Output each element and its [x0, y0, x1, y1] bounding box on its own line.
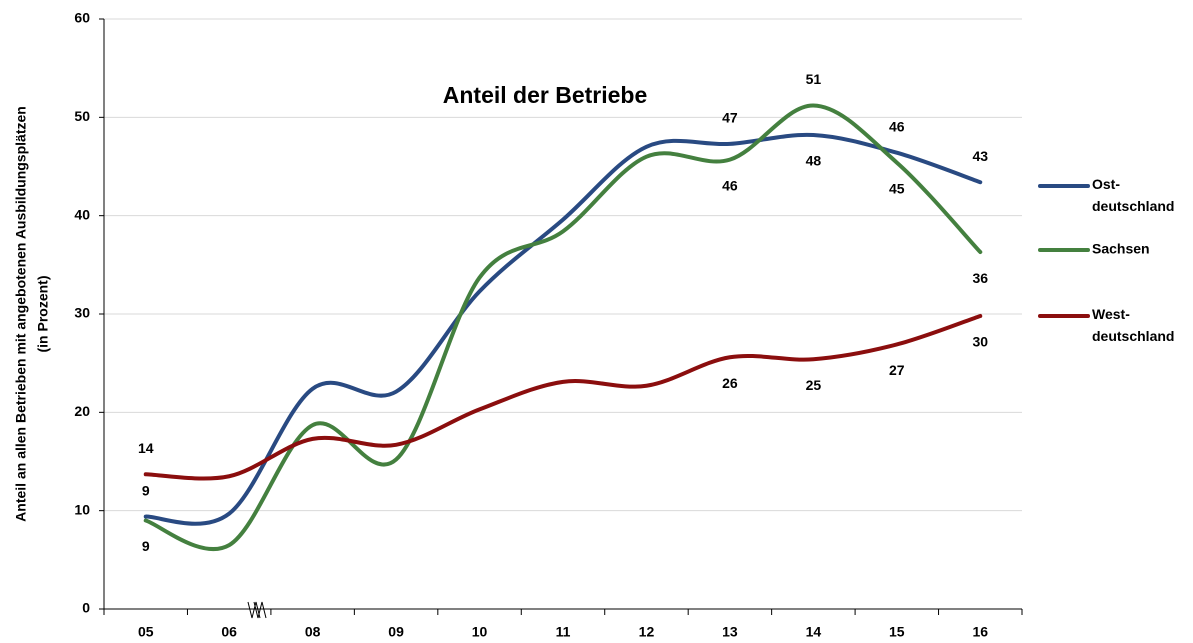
chart-title: Anteil der Betriebe — [443, 82, 648, 108]
data-label: 27 — [889, 362, 905, 378]
x-tick-label: 06 — [221, 624, 237, 640]
data-label: 46 — [722, 177, 738, 193]
data-label: 25 — [806, 377, 822, 393]
legend-label: Ost-deutschland — [1092, 176, 1174, 214]
y-tick-label: 20 — [74, 403, 90, 419]
y-tick-label: 50 — [74, 108, 90, 124]
data-label: 45 — [889, 180, 905, 196]
data-label: 47 — [722, 110, 738, 126]
y-axis-label: (in Prozent) — [35, 276, 51, 353]
y-tick-label: 30 — [74, 305, 90, 321]
data-label: 36 — [972, 270, 988, 286]
data-label: 30 — [972, 334, 988, 350]
data-label: 26 — [722, 375, 738, 391]
data-label: 9 — [142, 538, 150, 554]
x-tick-label: 08 — [305, 624, 321, 640]
legend-label: Sachsen — [1092, 241, 1150, 257]
x-tick-label: 13 — [722, 624, 738, 640]
x-tick-label: 14 — [806, 624, 822, 640]
x-tick-label: 11 — [556, 624, 571, 640]
series-line — [143, 313, 983, 481]
axis-break — [247, 601, 267, 619]
x-tick-label: 15 — [889, 624, 905, 640]
series-line — [143, 103, 983, 552]
x-tick-label: 16 — [972, 624, 988, 640]
x-tick-label: 10 — [472, 624, 488, 640]
series-line — [143, 132, 983, 526]
data-label: 9 — [142, 482, 150, 498]
data-label: 48 — [806, 153, 822, 169]
data-label: 14 — [138, 440, 154, 456]
y-tick-label: 0 — [82, 600, 90, 616]
y-tick-label: 40 — [74, 206, 90, 222]
y-tick-label: 10 — [74, 501, 90, 517]
y-axis-label: Anteil an allen Betrieben mit angebotene… — [13, 106, 29, 522]
data-label: 51 — [806, 71, 822, 87]
x-tick-label: 09 — [388, 624, 404, 640]
x-tick-label: 12 — [639, 624, 655, 640]
data-label: 43 — [972, 148, 988, 164]
legend-label: West-deutschland — [1092, 306, 1174, 344]
y-tick-label: 60 — [74, 10, 90, 26]
data-label: 46 — [889, 118, 905, 134]
x-tick-label: 05 — [138, 624, 154, 640]
